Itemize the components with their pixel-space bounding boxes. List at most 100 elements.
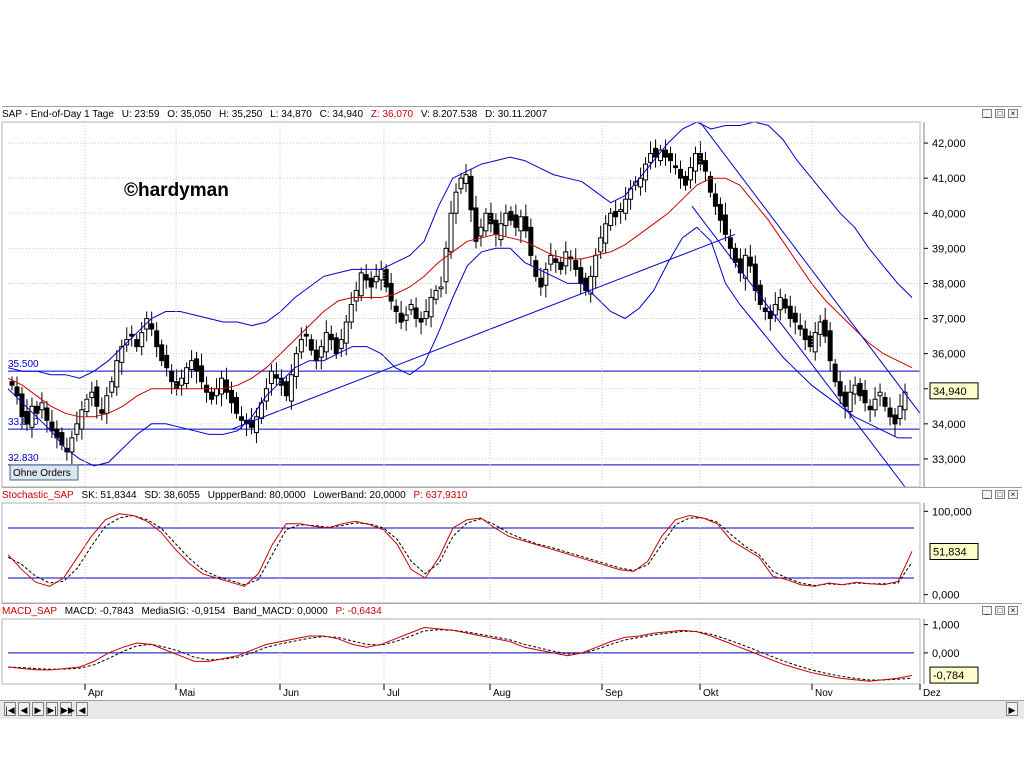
candle-body (303, 333, 309, 337)
stoch-p: P: 637,9310 (413, 490, 468, 501)
candle-body (363, 274, 369, 281)
candle-body (588, 275, 594, 295)
scroll-right-icon[interactable]: ▶ (1006, 702, 1018, 716)
candle-body (263, 388, 269, 402)
macd-p: P: -0,6434 (335, 606, 382, 617)
candle-body (558, 261, 564, 270)
macd-band: Band_MACD: 0,0000 (233, 606, 328, 617)
candle-body (528, 226, 534, 256)
stoch-last-label: 51,834 (933, 546, 967, 558)
candle-body (368, 277, 374, 288)
candle-body (618, 209, 624, 212)
candle-body (34, 405, 40, 414)
candle-body (348, 304, 354, 323)
candle-body (179, 377, 185, 386)
candle-body (388, 282, 394, 302)
candle-body (119, 346, 125, 363)
stoch-sk: SK: 51,8344 (81, 490, 137, 501)
next-icon[interactable]: ▶| (46, 702, 58, 716)
candle-body (84, 398, 90, 413)
candle-body (678, 168, 684, 179)
minimize-icon[interactable]: _ (982, 109, 992, 118)
candle-body (757, 284, 763, 305)
maximize-icon[interactable]: □ (995, 109, 1005, 118)
candle-body (468, 175, 474, 211)
maximize-icon[interactable]: □ (995, 606, 1005, 615)
candle-body (668, 153, 674, 162)
bollinger-lower-line (7, 226, 912, 467)
candle-body (653, 147, 659, 158)
candle-body (458, 177, 464, 190)
candle-body (792, 312, 798, 323)
candle-body (268, 370, 274, 384)
candle-body (313, 349, 319, 362)
candle-body (288, 374, 294, 402)
candle-body (323, 332, 329, 353)
candle-body (273, 374, 279, 379)
month-label: Aug (493, 688, 511, 699)
support-line-label: 33.850 (8, 417, 39, 428)
panel-border (1, 618, 921, 685)
maximize-icon[interactable]: □ (995, 490, 1005, 499)
last-icon[interactable]: ▶▶ (60, 702, 75, 716)
candle-body (523, 216, 529, 232)
candle-body (253, 416, 259, 434)
candle-body (174, 381, 180, 390)
candle-body (104, 395, 110, 414)
candle-body (438, 286, 444, 290)
candle-body (19, 393, 25, 418)
candle-body (752, 263, 758, 291)
candle-body (892, 414, 898, 425)
y-tick-label: 34,000 (932, 419, 966, 431)
candle-body (762, 307, 768, 313)
watermark: ©hardyman (124, 180, 229, 201)
scroll-left-icon[interactable]: ◀ (76, 702, 88, 716)
month-label: Mai (179, 688, 195, 699)
candle-body (508, 210, 514, 221)
candle-body (648, 153, 654, 163)
candle-body (44, 407, 50, 421)
candle-body (857, 382, 863, 397)
stoch-sk-line (7, 513, 913, 587)
first-icon[interactable]: |◀ (4, 702, 16, 716)
support-line-label: 32.830 (8, 453, 39, 464)
stoch-last-box (929, 542, 979, 560)
close-icon[interactable]: × (1008, 490, 1018, 499)
candle-body (74, 423, 80, 435)
candle-body (727, 237, 733, 249)
candle-body (822, 319, 828, 337)
candle-body (109, 381, 115, 393)
candle-body (154, 330, 160, 348)
candle-body (862, 389, 868, 404)
support-line-label: 35.500 (8, 359, 39, 370)
month-label: Jul (387, 688, 400, 699)
candle-body (99, 409, 105, 414)
stoch-name: Stochastic_SAP (2, 490, 74, 501)
candle-body (473, 207, 479, 242)
candle-body (298, 339, 304, 353)
candle-body (692, 153, 698, 172)
candle-body (189, 360, 195, 370)
close-icon[interactable]: × (1008, 606, 1018, 615)
high-label: H: 35,250 (219, 109, 263, 120)
minimize-icon[interactable]: _ (982, 606, 992, 615)
symbol-label: SAP - End-of-Day 1 Tage (2, 109, 114, 120)
close-icon[interactable]: × (1008, 109, 1018, 118)
candle-body (643, 163, 649, 181)
play-icon[interactable]: ▶ (32, 702, 44, 716)
candle-body (737, 258, 743, 274)
candle-body (702, 160, 708, 172)
minimize-icon[interactable]: _ (982, 490, 992, 499)
candle-body (24, 411, 30, 425)
prev-icon[interactable]: ◀ (18, 702, 30, 716)
macd-tick-label: 1,000 (932, 620, 960, 632)
candle-body (872, 398, 878, 411)
candle-body (448, 212, 454, 253)
candle-body (14, 386, 20, 397)
candle-body (214, 388, 220, 397)
candle-body (229, 389, 235, 404)
month-label: Dez (923, 688, 941, 699)
bollinger-upper-line (7, 121, 913, 379)
stoch-sd-line (7, 514, 913, 587)
candle-body (742, 254, 748, 279)
